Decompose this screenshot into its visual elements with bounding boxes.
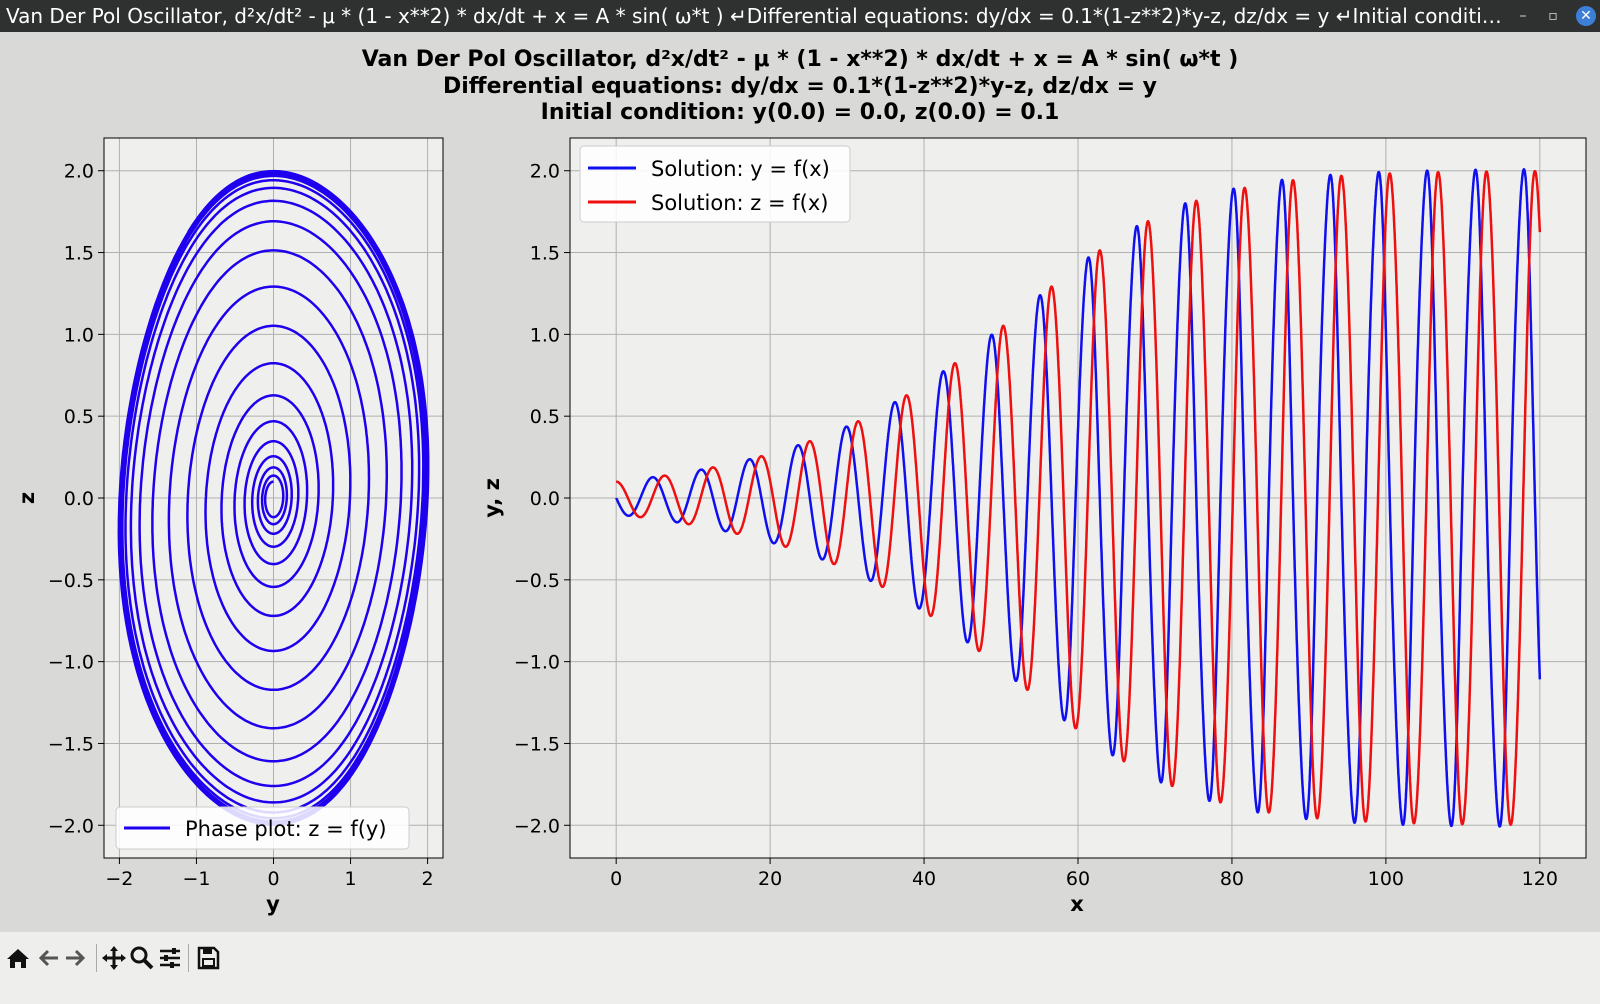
maximize-button[interactable]: ▫	[1548, 8, 1558, 24]
pan-arrows-icon	[102, 946, 126, 970]
phase-plot-axes[interactable]: −2 −1 0 1 2 −2.0 −1.5 −1.0 −0.5 0.0 0.5 1.0 1.5 2.0 y…	[15, 137, 444, 916]
phase-plot-legend: Phase plot: z = f(y)	[115, 806, 410, 850]
phase-plot-legend-label: Phase plot: z = f(y)	[185, 817, 387, 841]
suptitle-line-1: Van Der Pol Oscillator, d²x/dt² - μ * (1…	[362, 47, 1239, 72]
x-tick-label: 60	[1066, 868, 1090, 890]
y-tick-label: −2.0	[514, 815, 560, 837]
y-tick-label: −1.5	[48, 733, 94, 755]
toolbar-separator	[96, 944, 97, 972]
magnifier-icon	[130, 946, 154, 970]
toolbar-separator	[188, 944, 189, 972]
x-tick-label: 2	[422, 868, 434, 890]
phase-plot-legend-box	[115, 806, 410, 850]
pan-button[interactable]	[100, 944, 128, 972]
minimize-button[interactable]: –	[1519, 8, 1527, 24]
series-z-line	[615, 169, 1542, 826]
time-series-axes[interactable]: 0 20 40 60 80 100 120 −2.0 −1.5 −1.0 −0.5 0.0 0.5 1.0…	[480, 137, 1587, 916]
forward-arrow-icon	[66, 949, 86, 967]
time-series-legend: Solution: y = f(x) Solution: z = f(x)	[579, 145, 851, 223]
save-button[interactable]	[194, 944, 222, 972]
zoom-button[interactable]	[128, 944, 156, 972]
x-tick-label: −1	[182, 868, 210, 890]
phase-plot-lines	[117, 169, 430, 826]
x-tick-label: 80	[1220, 868, 1244, 890]
window-titlebar: Van Der Pol Oscillator, d²x/dt² - μ * (1…	[0, 0, 1600, 32]
series-y-line	[615, 168, 1542, 828]
time-series-xlabel: x	[1070, 892, 1084, 916]
phase-plot-xlabel: y	[266, 892, 280, 916]
y-tick-label: −0.5	[48, 570, 94, 592]
y-tick-label: 0.5	[64, 406, 94, 428]
y-tick-label: 0.5	[530, 406, 560, 428]
forward-button[interactable]	[62, 944, 90, 972]
y-tick-label: −1.0	[514, 652, 560, 674]
home-button[interactable]	[4, 944, 32, 972]
y-tick-label: −2.0	[48, 815, 94, 837]
y-tick-label: 2.0	[530, 161, 560, 183]
figure-suptitle: Van Der Pol Oscillator, d²x/dt² - μ * (1…	[362, 47, 1239, 125]
x-tick-label: 120	[1522, 868, 1558, 890]
y-tick-label: 1.5	[530, 243, 560, 265]
phase-plot-frame	[103, 137, 444, 859]
window-title: Van Der Pol Oscillator, d²x/dt² - μ * (1…	[6, 4, 1502, 28]
back-button[interactable]	[34, 944, 62, 972]
x-tick-label: 1	[344, 868, 356, 890]
y-tick-label: 1.0	[64, 324, 94, 346]
y-tick-label: −1.5	[514, 733, 560, 755]
y-tick-label: 0.0	[64, 488, 94, 510]
x-tick-label: 100	[1368, 868, 1404, 890]
y-tick-label: −1.0	[48, 652, 94, 674]
navigation-toolbar	[0, 932, 1600, 1004]
y-tick-label: 2.0	[64, 161, 94, 183]
legend-label-y: Solution: y = f(x)	[651, 157, 830, 181]
phase-plot-ticks: −2 −1 0 1 2 −2.0 −1.5 −1.0 −0.5 0.0 0.5 1.0 1.5 2.0	[48, 161, 434, 890]
y-tick-label: 1.0	[530, 324, 560, 346]
x-tick-label: −2	[105, 868, 133, 890]
phase-plot-curve	[117, 169, 430, 826]
sliders-icon	[160, 948, 180, 968]
suptitle-line-2: Differential equations: dy/dx = 0.1*(1-z…	[443, 74, 1157, 99]
x-tick-label: 40	[912, 868, 936, 890]
close-button[interactable]: ✕	[1576, 6, 1596, 26]
legend-label-z: Solution: z = f(x)	[651, 191, 828, 215]
time-series-ticks: 0 20 40 60 80 100 120 −2.0 −1.5 −1.0 −0.5 0.0 0.5 1.0…	[514, 161, 1558, 890]
phase-plot-ylabel: z	[15, 492, 39, 504]
time-series-legend-box	[579, 145, 851, 223]
x-tick-label: 20	[758, 868, 782, 890]
figure-canvas[interactable]: Van Der Pol Oscillator, d²x/dt² - μ * (1…	[0, 32, 1600, 932]
y-tick-label: 0.0	[530, 488, 560, 510]
y-tick-label: −0.5	[514, 570, 560, 592]
time-series-lines	[615, 168, 1542, 828]
x-tick-label: 0	[267, 868, 279, 890]
floppy-disk-icon	[197, 946, 220, 970]
home-icon	[7, 949, 29, 968]
figure-svg: Van Der Pol Oscillator, d²x/dt² - μ * (1…	[15, 47, 1587, 916]
time-series-frame	[569, 137, 1587, 859]
suptitle-line-3: Initial condition: y(0.0) = 0.0, z(0.0) …	[541, 100, 1060, 125]
x-tick-label: 0	[610, 868, 622, 890]
time-series-ylabel: y, z	[480, 478, 504, 518]
y-tick-label: 1.5	[64, 243, 94, 265]
configure-subplots-button[interactable]	[156, 944, 184, 972]
back-arrow-icon	[38, 949, 58, 967]
